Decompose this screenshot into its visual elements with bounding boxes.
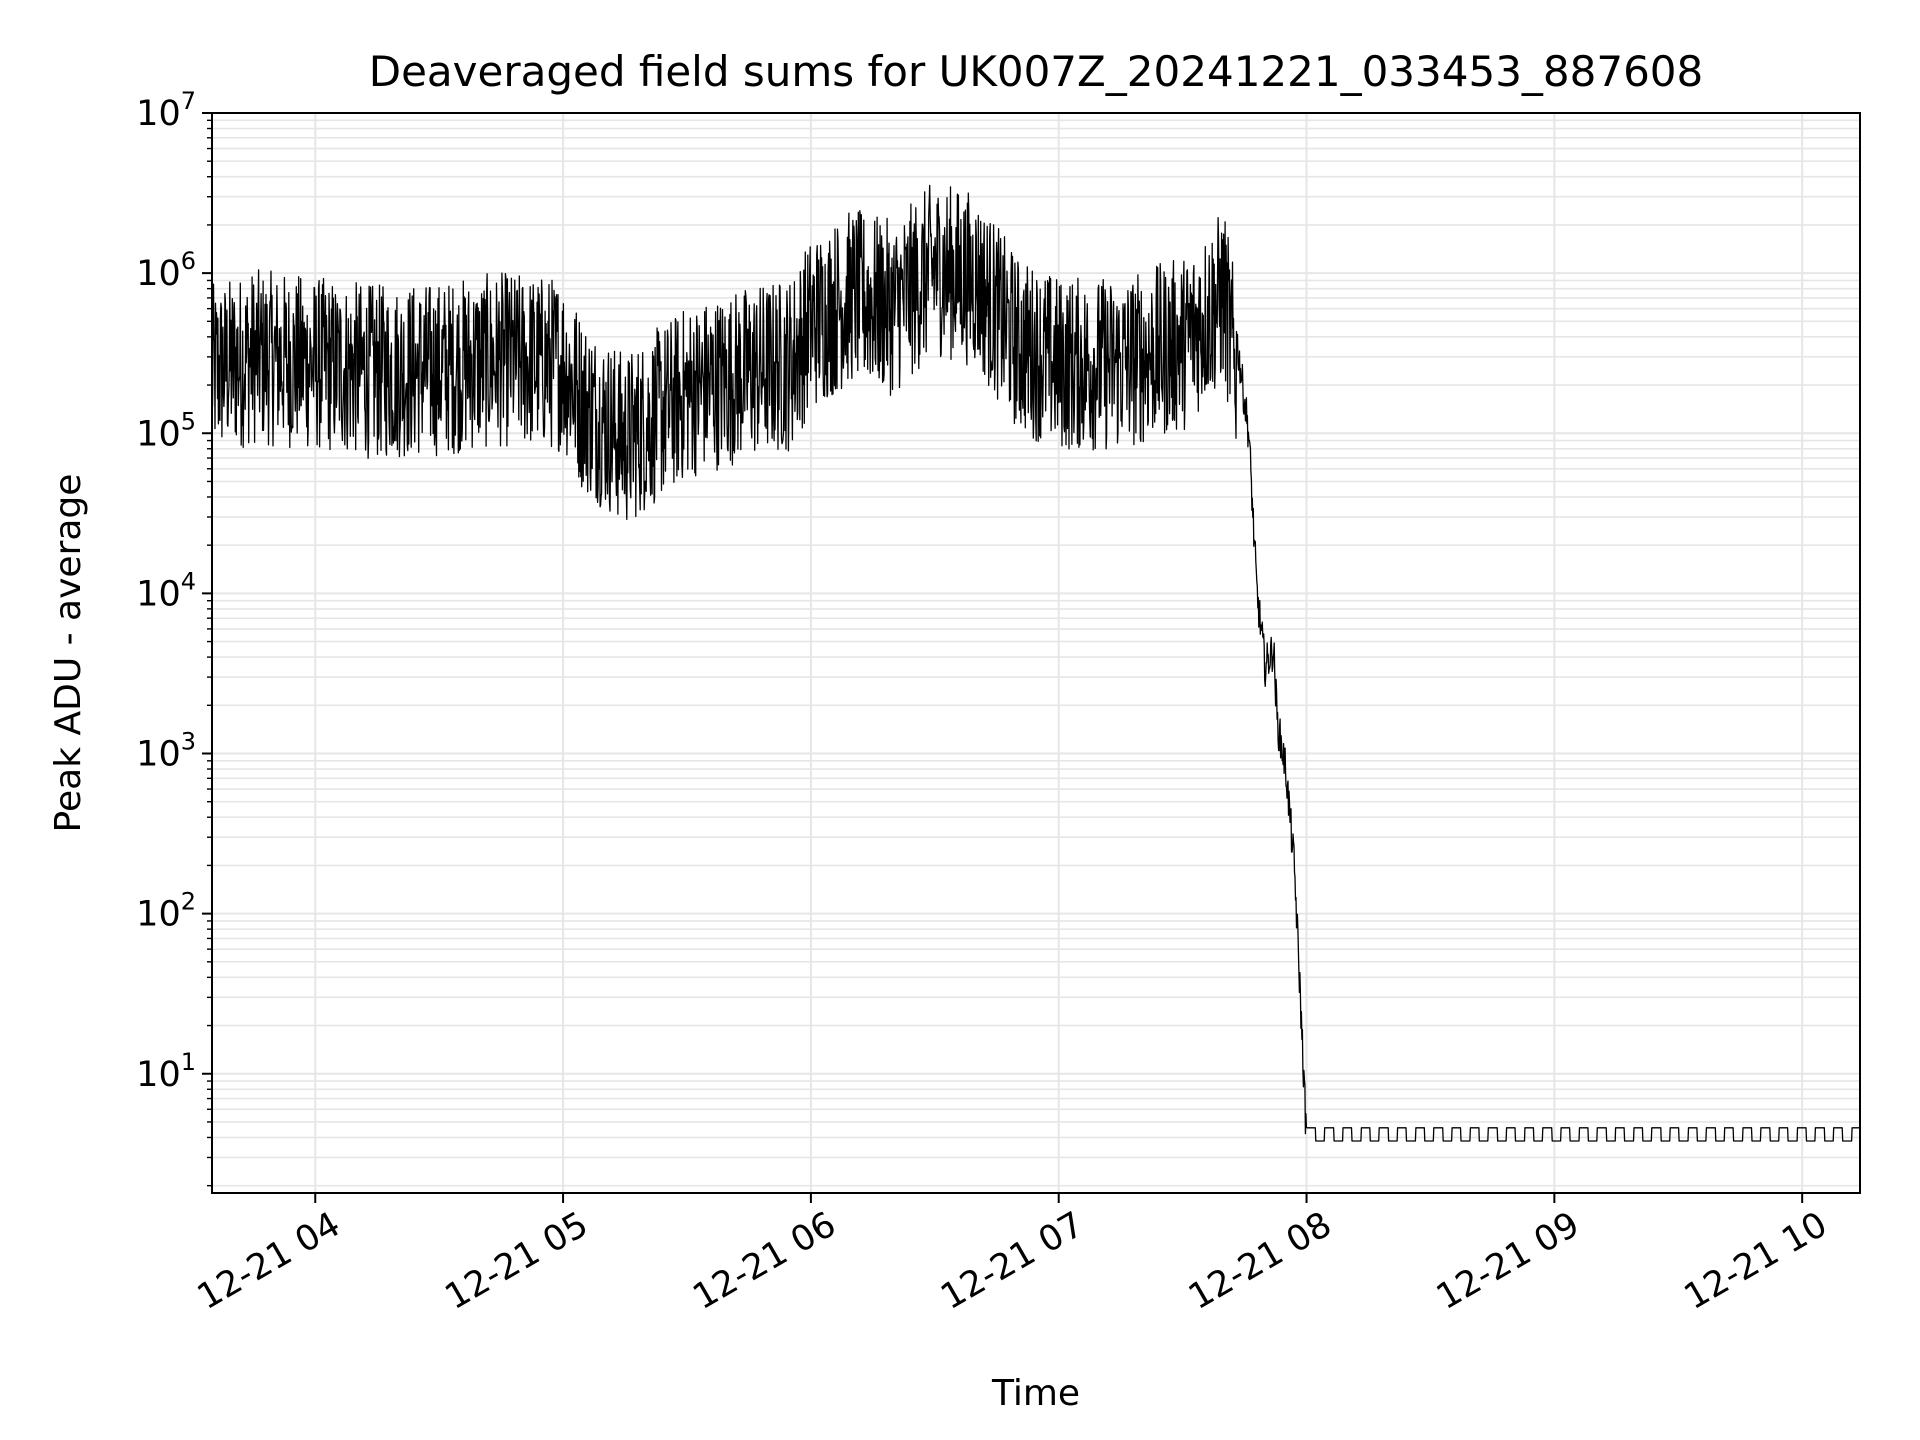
y-tick-label: 101 — [136, 1048, 196, 1095]
data-series — [211, 184, 1860, 1142]
series-line — [211, 184, 1860, 1142]
y-axis-label: Peak ADU - average — [48, 474, 89, 833]
y-tick-label: 102 — [136, 888, 196, 935]
plot-area-frame — [211, 112, 1861, 1194]
grid — [212, 112, 1860, 1193]
y-tick-label: 103 — [136, 728, 196, 775]
y-tick-label: 107 — [136, 87, 196, 134]
y-tick-label: 104 — [136, 567, 196, 614]
y-tick-label: 106 — [136, 247, 196, 294]
y-tick-label: 105 — [136, 407, 196, 454]
x-axis-label: Time — [991, 1373, 1080, 1414]
chart-title: Deaveraged field sums for UK007Z_2024122… — [369, 47, 1704, 96]
